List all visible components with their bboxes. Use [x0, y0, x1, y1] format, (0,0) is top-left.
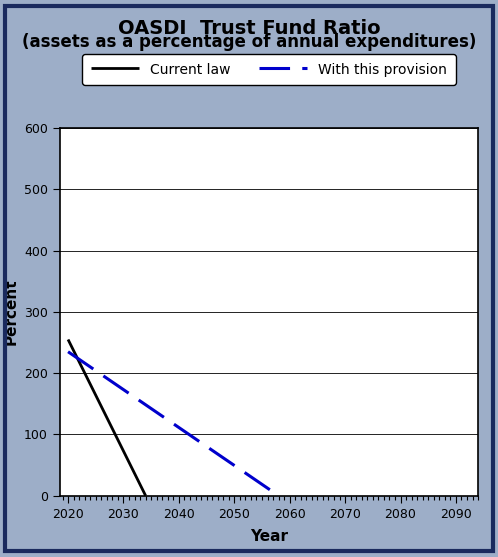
- With this provision: [65, 349, 71, 355]
- Legend: Current law, With this provision: Current law, With this provision: [82, 54, 456, 85]
- Line: With this provision: With this provision: [68, 352, 278, 496]
- Text: OASDI  Trust Fund Ratio: OASDI Trust Fund Ratio: [118, 19, 380, 38]
- Y-axis label: Percent: Percent: [3, 278, 18, 345]
- Line: Current law: Current law: [68, 339, 145, 496]
- With this provision: [275, 492, 281, 499]
- X-axis label: Year: Year: [250, 529, 288, 544]
- Text: (assets as a percentage of annual expenditures): (assets as a percentage of annual expend…: [22, 33, 476, 51]
- Current law: [65, 336, 71, 343]
- Current law: [142, 492, 148, 499]
